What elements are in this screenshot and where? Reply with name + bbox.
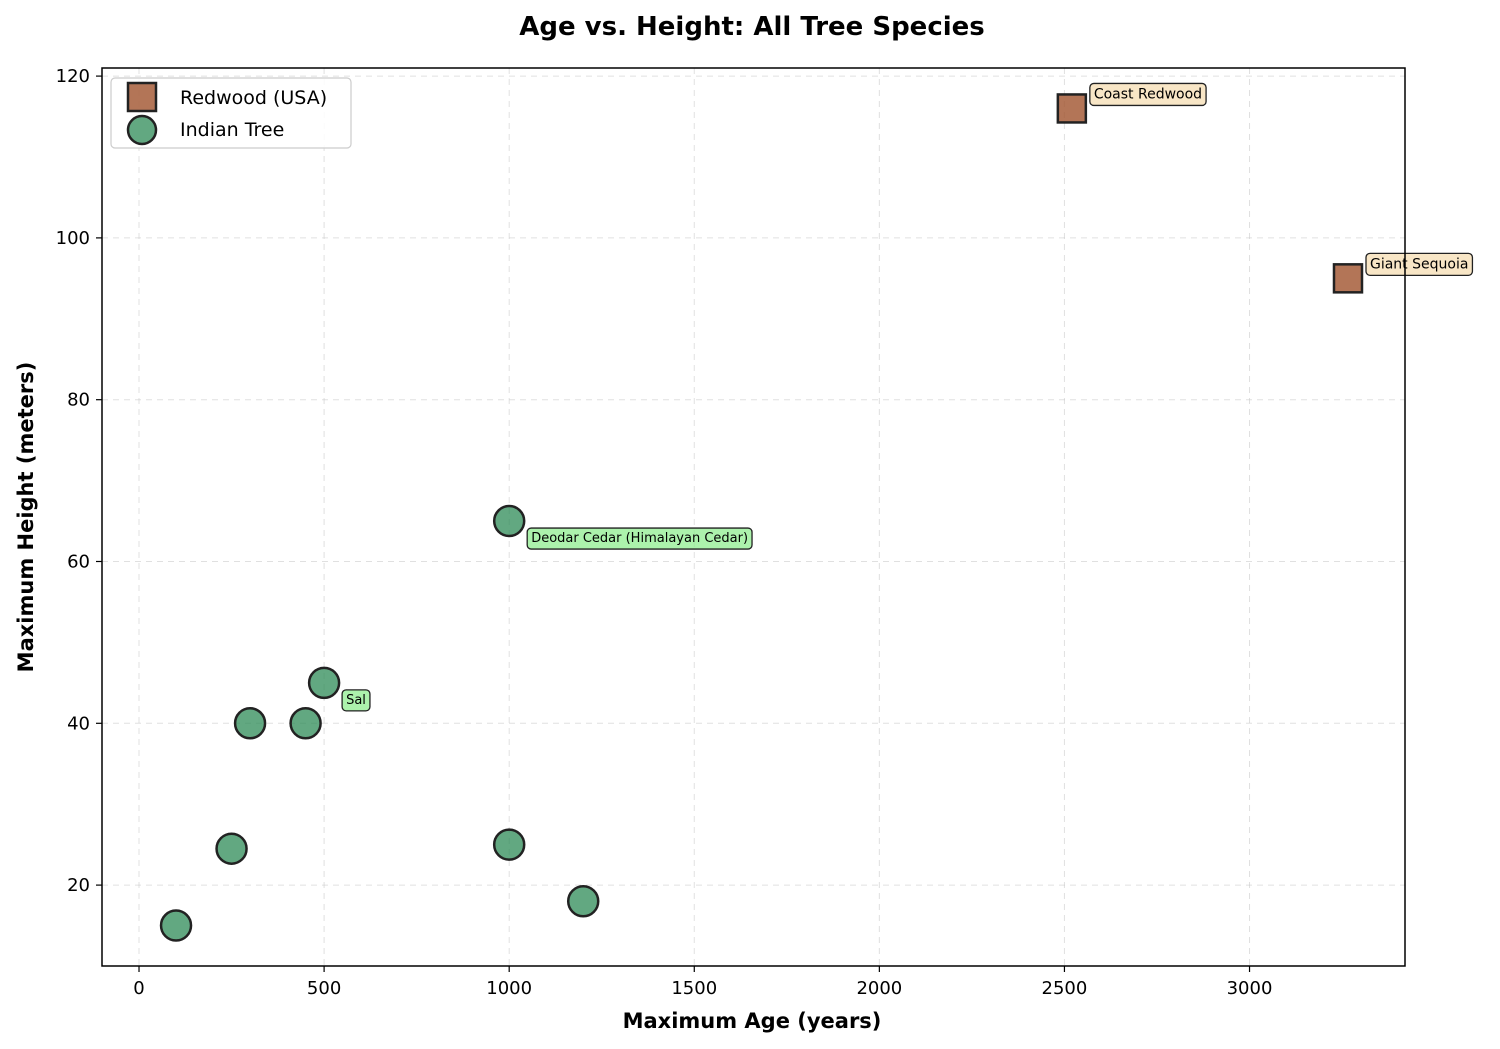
indian-tree-point bbox=[307, 666, 341, 700]
x-tick-label: 500 bbox=[307, 978, 341, 999]
y-tick-label: 120 bbox=[56, 66, 90, 87]
indian-tree-point bbox=[492, 504, 526, 538]
legend-square-marker bbox=[126, 81, 158, 113]
plot-frame bbox=[101, 67, 1406, 967]
indian-tree-point bbox=[492, 828, 526, 861]
y-tick-label: 100 bbox=[56, 228, 90, 249]
indian-tree-point bbox=[289, 707, 322, 740]
redwood-point bbox=[1056, 93, 1088, 124]
indian-tree-point bbox=[233, 707, 267, 740]
chart-title: Age vs. Height: All Tree Species bbox=[519, 12, 985, 42]
point-annotation: Giant Sequoia bbox=[1365, 252, 1474, 276]
x-tick-label: 2000 bbox=[856, 978, 902, 999]
annotations: Coast Redwood Giant Sequoia Deodar Cedar (… bbox=[341, 82, 1474, 712]
annotation-label: Giant Sequoia bbox=[1370, 256, 1468, 272]
annotation-box bbox=[341, 689, 371, 712]
x-tick-label: 1500 bbox=[671, 978, 717, 999]
legend-label: Redwood (USA) bbox=[180, 87, 327, 109]
axes: 0 500 1000 1500 2000 2500 3000 20 40 60 80 100 120 bbox=[56, 66, 1273, 999]
indian-tree-point bbox=[215, 832, 248, 865]
y-axis-label: Maximum Height (meters) bbox=[14, 362, 38, 673]
annotation-label: Coast Redwood bbox=[1094, 86, 1202, 102]
annotation-box bbox=[1089, 82, 1207, 107]
y-tick-label: 40 bbox=[67, 713, 90, 734]
x-tick-label: 2500 bbox=[1042, 978, 1088, 999]
x-tick-label: 3000 bbox=[1227, 978, 1273, 999]
data-points bbox=[159, 93, 1364, 942]
redwood-point bbox=[1332, 263, 1364, 294]
point-annotation: Sal bbox=[341, 689, 371, 712]
indian-tree-point bbox=[566, 885, 600, 918]
annotation-label: Deodar Cedar (Himalayan Cedar) bbox=[531, 531, 748, 546]
x-tick-label: 0 bbox=[133, 978, 144, 999]
legend: Redwood (USA) Indian Tree bbox=[110, 77, 352, 149]
x-axis-label: Maximum Age (years) bbox=[623, 1009, 882, 1033]
legend-box bbox=[110, 77, 352, 149]
y-tick-label: 60 bbox=[67, 551, 90, 572]
x-tick-label: 1000 bbox=[486, 978, 532, 999]
y-tick-label: 80 bbox=[67, 390, 90, 411]
grid-layer bbox=[102, 68, 1405, 966]
y-tick-label: 20 bbox=[67, 875, 90, 896]
annotation-box bbox=[526, 527, 753, 550]
legend-circle-marker bbox=[126, 114, 158, 146]
point-annotation: Deodar Cedar (Himalayan Cedar) bbox=[526, 527, 753, 550]
legend-label: Indian Tree bbox=[180, 119, 284, 141]
indian-tree-point bbox=[159, 909, 193, 942]
point-annotation: Coast Redwood bbox=[1089, 82, 1207, 107]
annotation-box bbox=[1365, 252, 1474, 276]
annotation-label: Sal bbox=[346, 693, 366, 708]
